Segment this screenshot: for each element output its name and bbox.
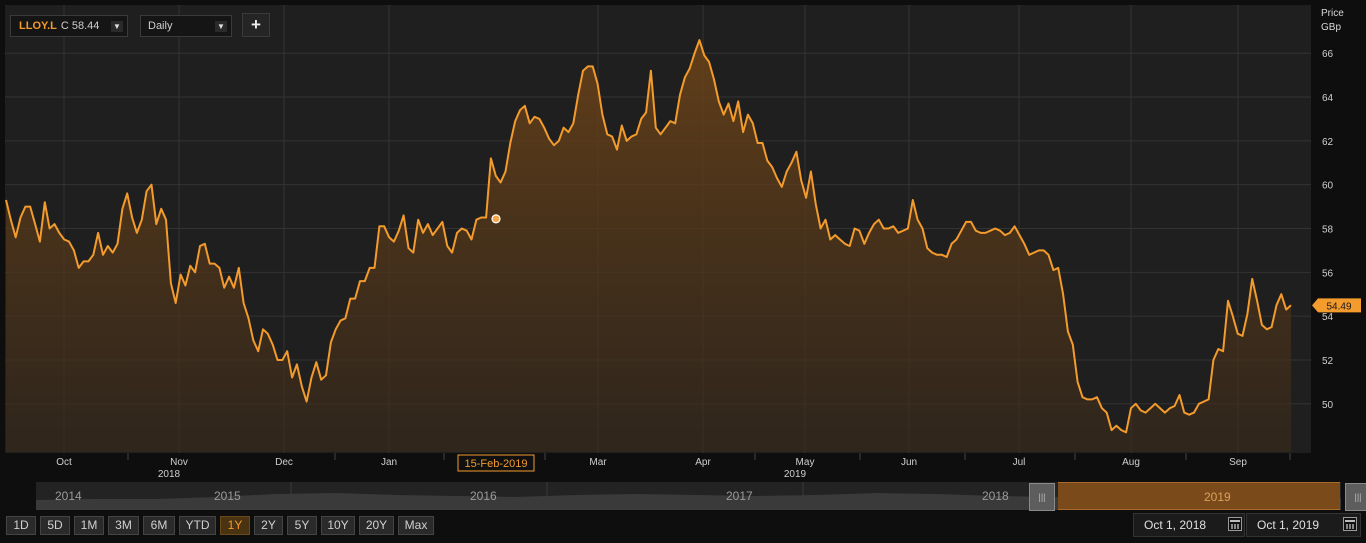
y-tick-label: 54 (1322, 312, 1334, 323)
price-line (5, 39, 1292, 434)
add-indicator-button[interactable]: + (242, 13, 270, 37)
time-navigator[interactable]: 2014 2015 2016 2017 2018 2019 ||| ||| (36, 482, 1366, 511)
calendar-icon[interactable] (1228, 517, 1242, 531)
chevron-down-icon[interactable]: ▼ (111, 21, 123, 32)
range-1y-button[interactable]: 1Y (220, 516, 250, 535)
y-axis-title: Price GBp (1321, 7, 1344, 35)
symbol-selector[interactable]: LLOY.L C 58.44 ▼ (10, 15, 128, 37)
x-tick-label: Jun (901, 457, 917, 468)
nav-year-2016: 2016 (470, 489, 497, 503)
hover-point-marker (491, 214, 501, 224)
nav-year-2017: 2017 (726, 489, 753, 503)
range-6m-button[interactable]: 6M (143, 516, 175, 535)
x-tick-label: May (796, 457, 815, 468)
x-tick-label: Aug (1122, 457, 1140, 468)
y-tick-label: 64 (1322, 93, 1334, 104)
y-tick-label: 56 (1322, 268, 1334, 279)
navigator-left-handle[interactable]: ||| (1029, 483, 1055, 511)
y-axis-title-line1: Price (1321, 8, 1344, 19)
x-tick-label: Oct (56, 457, 72, 468)
range-1m-button[interactable]: 1M (74, 516, 104, 535)
date-to-input[interactable]: Oct 1, 2019 (1246, 513, 1361, 537)
x-year-label: 2019 (784, 469, 807, 480)
navigator-window[interactable]: 2019 ||| ||| (1029, 482, 1366, 511)
chevron-down-icon[interactable]: ▼ (215, 21, 227, 32)
x-tick-label: Mar (589, 457, 607, 468)
ticker-label: LLOY.L (19, 20, 57, 32)
x-tick-label: Jul (1013, 457, 1026, 468)
range-5y-button[interactable]: 5Y (287, 516, 317, 535)
y-tick-label: 62 (1322, 137, 1334, 148)
y-tick-label: 60 (1322, 181, 1334, 192)
x-tick-label: Nov (170, 457, 188, 468)
x-tick-label: Jan (381, 457, 397, 468)
navigator-overview (36, 482, 1341, 510)
y-tick-label: 58 (1322, 225, 1334, 236)
range-5d-button[interactable]: 5D (40, 516, 70, 535)
nav-year-2019: 2019 (1204, 490, 1231, 504)
current-price-tag (1312, 298, 1361, 313)
nav-year-2018: 2018 (982, 489, 1009, 503)
x-tick-label: Dec (275, 457, 293, 468)
y-tick-label: 52 (1322, 356, 1334, 367)
hover-date-label: 15-Feb-2019 (465, 458, 528, 470)
y-axis-title-line2: GBp (1321, 22, 1342, 33)
nav-year-2014: 2014 (55, 489, 82, 503)
x-tick-label: Apr (695, 457, 711, 468)
close-price-label: C 58.44 (60, 20, 100, 32)
hover-date-box (457, 454, 535, 472)
range-3m-button[interactable]: 3M (108, 516, 139, 535)
range-20y-button[interactable]: 20Y (359, 516, 394, 535)
navigator-right-handle[interactable]: ||| (1345, 483, 1366, 511)
current-price-label: 54.49 (1326, 301, 1351, 312)
y-tick-label: 50 (1322, 400, 1334, 411)
range-10y-button[interactable]: 10Y (321, 516, 355, 535)
x-year-label: 2018 (158, 469, 181, 480)
x-tick-label: Sep (1229, 457, 1247, 468)
range-1d-button[interactable]: 1D (6, 516, 36, 535)
price-area (6, 40, 1291, 452)
date-from-input[interactable]: Oct 1, 2018 (1133, 513, 1245, 537)
y-tick-label: 66 (1322, 49, 1334, 60)
frequency-value: Daily (148, 20, 173, 32)
range-max-button[interactable]: Max (398, 516, 434, 535)
nav-year-2015: 2015 (214, 489, 241, 503)
range-2y-button[interactable]: 2Y (254, 516, 283, 535)
calendar-icon[interactable] (1343, 517, 1357, 531)
range-ytd-button[interactable]: YTD (179, 516, 216, 535)
frequency-select[interactable]: Daily ▼ (140, 15, 232, 37)
